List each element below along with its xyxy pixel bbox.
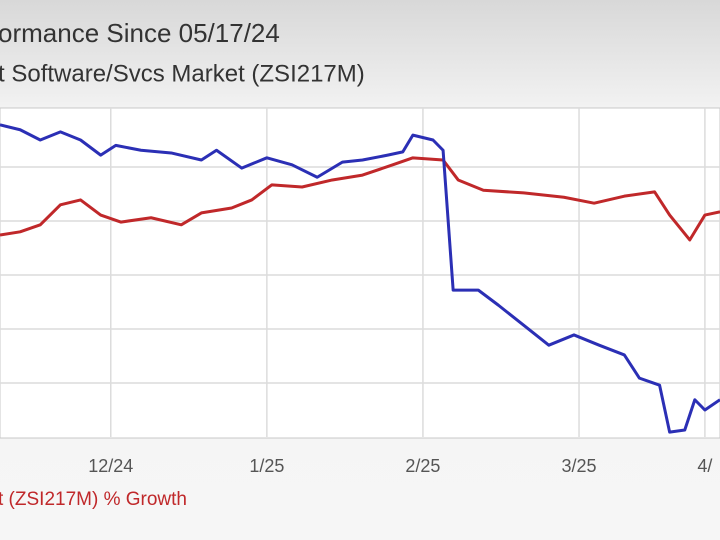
chart-subtitle: t Software/Svcs Market (ZSI217M): [0, 60, 365, 87]
x-tick-label: 12/24: [88, 456, 133, 476]
x-tick-label: 3/25: [561, 456, 596, 476]
plot-area: [0, 107, 720, 439]
x-tick-label: 2/25: [405, 456, 440, 476]
x-tick-label: 4/: [697, 456, 712, 476]
x-tick-label: 1/25: [249, 456, 284, 476]
series-line: [0, 123, 720, 434]
chart-title: ormance Since 05/17/24: [0, 18, 280, 48]
legend-entry: t (ZSI217M) % Growth: [0, 489, 187, 510]
series-line: [0, 156, 720, 242]
